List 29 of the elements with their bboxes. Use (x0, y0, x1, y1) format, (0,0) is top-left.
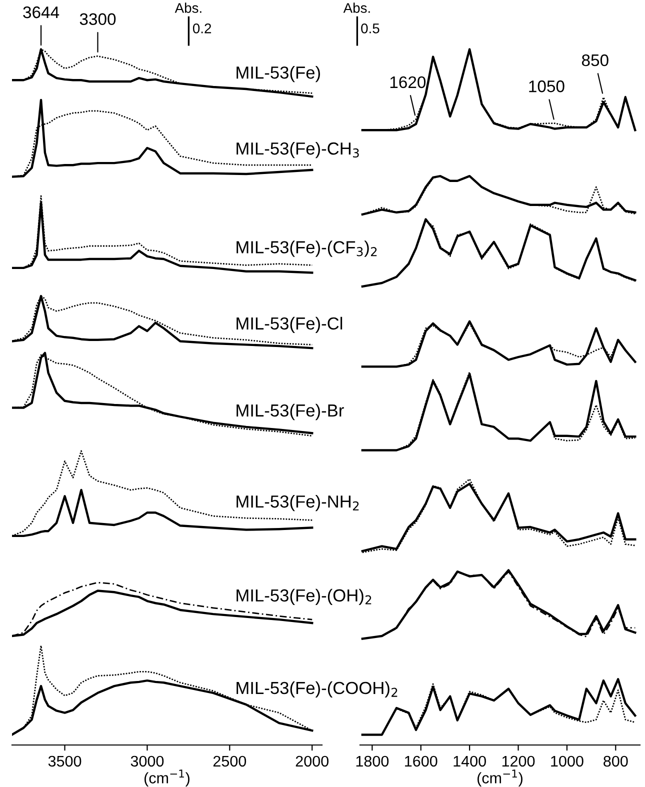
text: Abs. (343, 2, 370, 13)
x-tick-label: 3000 (130, 756, 164, 767)
x-tick-label: 3500 (48, 756, 82, 767)
x-tick-label: 2500 (213, 756, 246, 767)
series-label: MIL-53(Fe)-(OH)$_{2}$ (236, 588, 372, 606)
annotation: 3644 (23, 6, 60, 18)
x-axis-title: (cm$^{−1}$) (144, 770, 190, 786)
series-label: MIL-53(Fe) (236, 66, 320, 82)
series-label: MIL-53(Fe)-(CF$_{3}$)$_{2}$ (236, 240, 377, 257)
series-label: MIL-53(Fe)-(COOH)$_{2}$ (236, 681, 398, 698)
text: 0.2 (192, 23, 212, 34)
x-tick-label: 2000 (296, 756, 329, 767)
annotation: 1050 (529, 80, 564, 92)
x-tick-label: 1000 (551, 756, 584, 767)
series-label: MIL-53(Fe)-CH$_{3}$ (236, 142, 359, 158)
text: 0.5 (361, 23, 380, 34)
x-tick-label: 1600 (405, 756, 438, 767)
series-label: MIL-53(Fe)-Cl (236, 316, 342, 334)
annotation: 1620 (390, 76, 426, 88)
series-label: MIL-53(Fe)-Br (236, 404, 344, 420)
x-tick-label: 800 (604, 756, 628, 767)
x-axis-title: (cm$^{−1}$) (477, 770, 522, 786)
series-label: MIL-53(Fe)-NH$_{2}$ (236, 494, 359, 512)
x-tick-label: 1400 (454, 756, 486, 767)
x-tick-label: 1800 (356, 756, 389, 767)
annotation: 3300 (80, 13, 116, 26)
x-tick-label: 1200 (502, 756, 535, 767)
annotation: 850 (582, 54, 608, 66)
text: Abs. (174, 2, 202, 13)
